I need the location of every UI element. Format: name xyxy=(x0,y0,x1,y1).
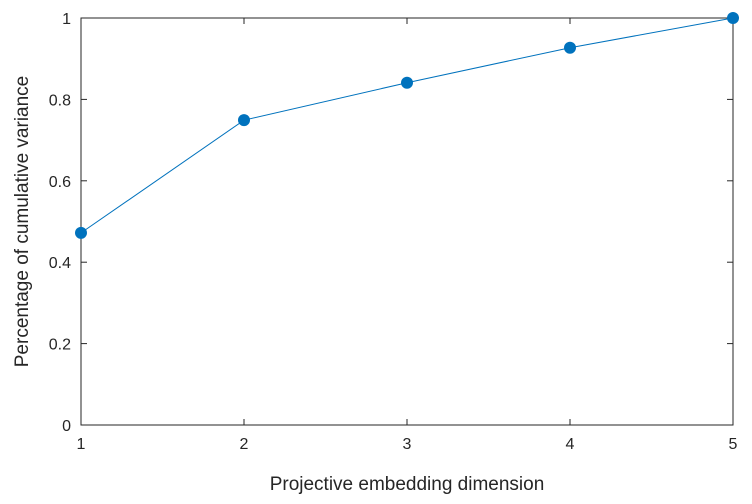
y-tick-label: 0.2 xyxy=(49,337,71,354)
x-axis-ticks: 1 2 3 4 5 xyxy=(77,18,738,453)
x-tick-label: 4 xyxy=(566,436,575,453)
y-axis-title: Percentage of cumulative variance xyxy=(12,76,33,368)
y-tick-label: 0.6 xyxy=(49,174,71,191)
series-layer xyxy=(75,12,739,239)
data-point xyxy=(238,114,250,127)
y-tick-label: 0.8 xyxy=(49,92,71,109)
y-tick-label: 1 xyxy=(62,11,71,28)
x-tick-label: 2 xyxy=(240,436,249,453)
y-axis-ticks: 0 0.2 0.4 0.6 0.8 1 xyxy=(49,11,733,435)
y-tick-label: 0 xyxy=(62,418,71,435)
x-tick-label: 5 xyxy=(729,436,738,453)
data-point xyxy=(564,41,576,54)
data-point xyxy=(401,76,413,89)
x-tick-label: 3 xyxy=(403,436,412,453)
x-tick-label: 1 xyxy=(77,436,86,453)
x-axis-title: Projective embedding dimension xyxy=(270,474,545,495)
data-point xyxy=(727,12,739,24)
y-tick-label: 0.4 xyxy=(49,255,71,272)
data-point xyxy=(75,226,87,239)
